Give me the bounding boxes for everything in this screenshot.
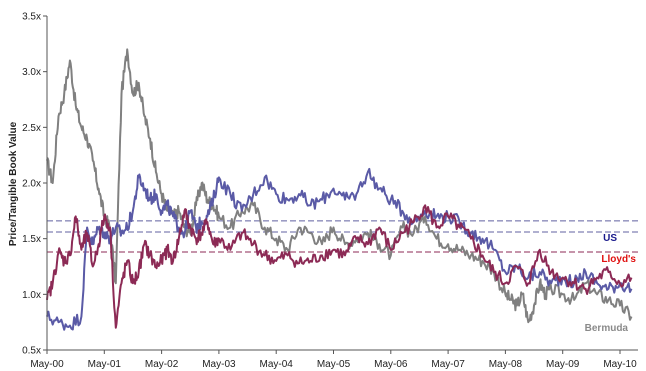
y-ticks: 0.5x 1.0x 1.5x 2.0x 2.5x 3.0x 3.5x [22,12,47,357]
x-tick-label: May-09 [546,359,580,370]
y-axis-label: Price/Tangible Book Value [8,121,19,246]
series-line-lloyd-s [46,204,633,329]
x-tick-label: May-05 [317,359,351,370]
y-tick-label: 1.5x [22,234,41,245]
x-tick-label: May-06 [374,359,408,370]
series-labels: US Lloyd's Bermuda [585,233,637,334]
y-tick-label: 2.0x [22,179,41,190]
x-tick-label: May-00 [30,359,64,370]
x-tick-label: May-07 [431,359,465,370]
y-tick-label: 3.0x [22,67,41,78]
series-label-bermuda: Bermuda [585,323,629,334]
series-lines [46,48,633,331]
x-ticks: May-00 May-01 May-02 May-03 May-04 May-05 May-… [30,350,637,370]
series-label-lloyd-s: Lloyd's [601,254,636,265]
x-tick-label: May-02 [145,359,179,370]
y-tick-label: 0.5x [22,346,41,357]
x-tick-label: May-03 [202,359,236,370]
x-tick-label: May-04 [260,359,294,370]
axes [46,16,638,351]
series-label-us: US [603,233,617,244]
y-tick-label: 3.5x [22,12,41,23]
y-tick-label: 1.0x [22,290,41,301]
series-line-us [46,167,633,331]
series-line-bermuda [46,48,633,324]
x-tick-label: May-01 [88,359,122,370]
x-tick-label: May-08 [489,359,523,370]
y-tick-label: 2.5x [22,123,41,134]
x-tick-label: May-10 [603,359,637,370]
